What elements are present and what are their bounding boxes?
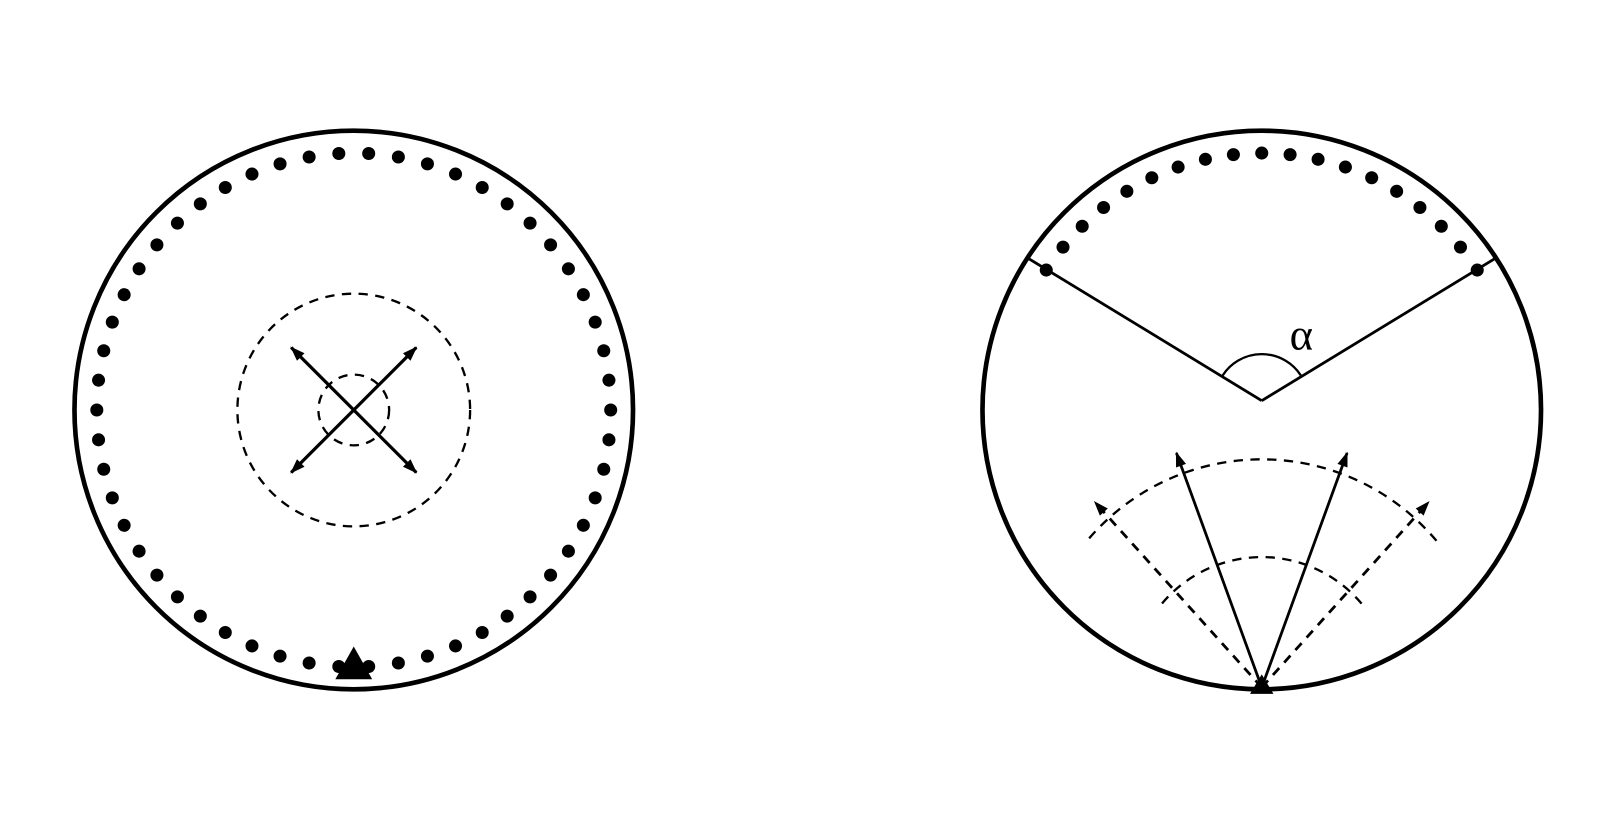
left-diagram	[0, 0, 708, 820]
alpha-label: α	[1289, 309, 1312, 359]
right-diagram: α	[908, 0, 1615, 820]
